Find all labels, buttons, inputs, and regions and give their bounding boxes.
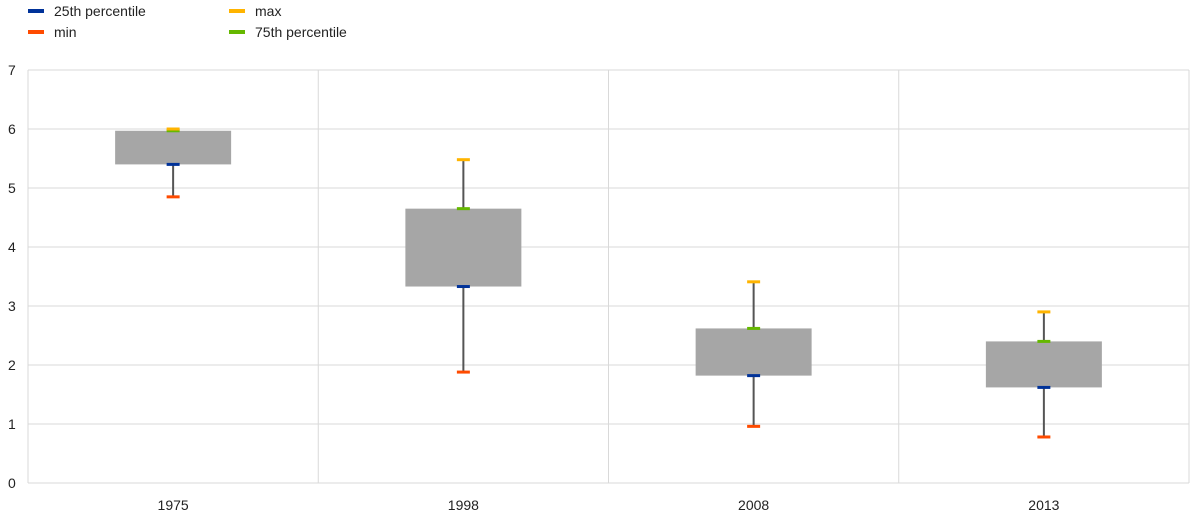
y-tick-label: 5 bbox=[8, 180, 16, 196]
legend-label: min bbox=[54, 24, 77, 40]
iqr-box bbox=[695, 328, 812, 376]
iqr-box bbox=[985, 341, 1102, 388]
y-tick-label: 4 bbox=[8, 239, 16, 255]
x-tick-label: 2013 bbox=[1028, 497, 1059, 513]
y-tick-label: 0 bbox=[8, 475, 16, 491]
x-tick-label: 2008 bbox=[738, 497, 769, 513]
iqr-box bbox=[115, 130, 232, 165]
legend-label: max bbox=[255, 3, 282, 19]
legend-item-75th-percentile: 75th percentile bbox=[229, 23, 347, 41]
x-tick-label: 1998 bbox=[448, 497, 479, 513]
y-tick-label: 1 bbox=[8, 416, 16, 432]
legend-swatch bbox=[229, 30, 245, 34]
iqr-box bbox=[405, 208, 522, 287]
legend-label: 75th percentile bbox=[255, 24, 347, 40]
legend: 25th percentile max min 75th percentile bbox=[28, 2, 448, 42]
legend-item-min: min bbox=[28, 23, 77, 41]
y-tick-label: 2 bbox=[8, 357, 16, 373]
legend-item-25th-percentile: 25th percentile bbox=[28, 2, 146, 20]
legend-swatch bbox=[28, 9, 44, 13]
legend-item-max: max bbox=[229, 2, 281, 20]
y-tick-label: 7 bbox=[8, 62, 16, 78]
y-tick-label: 6 bbox=[8, 121, 16, 137]
x-tick-label: 1975 bbox=[158, 497, 189, 513]
legend-swatch bbox=[28, 30, 44, 34]
y-tick-label: 3 bbox=[8, 298, 16, 314]
legend-label: 25th percentile bbox=[54, 3, 146, 19]
legend-swatch bbox=[229, 9, 245, 13]
